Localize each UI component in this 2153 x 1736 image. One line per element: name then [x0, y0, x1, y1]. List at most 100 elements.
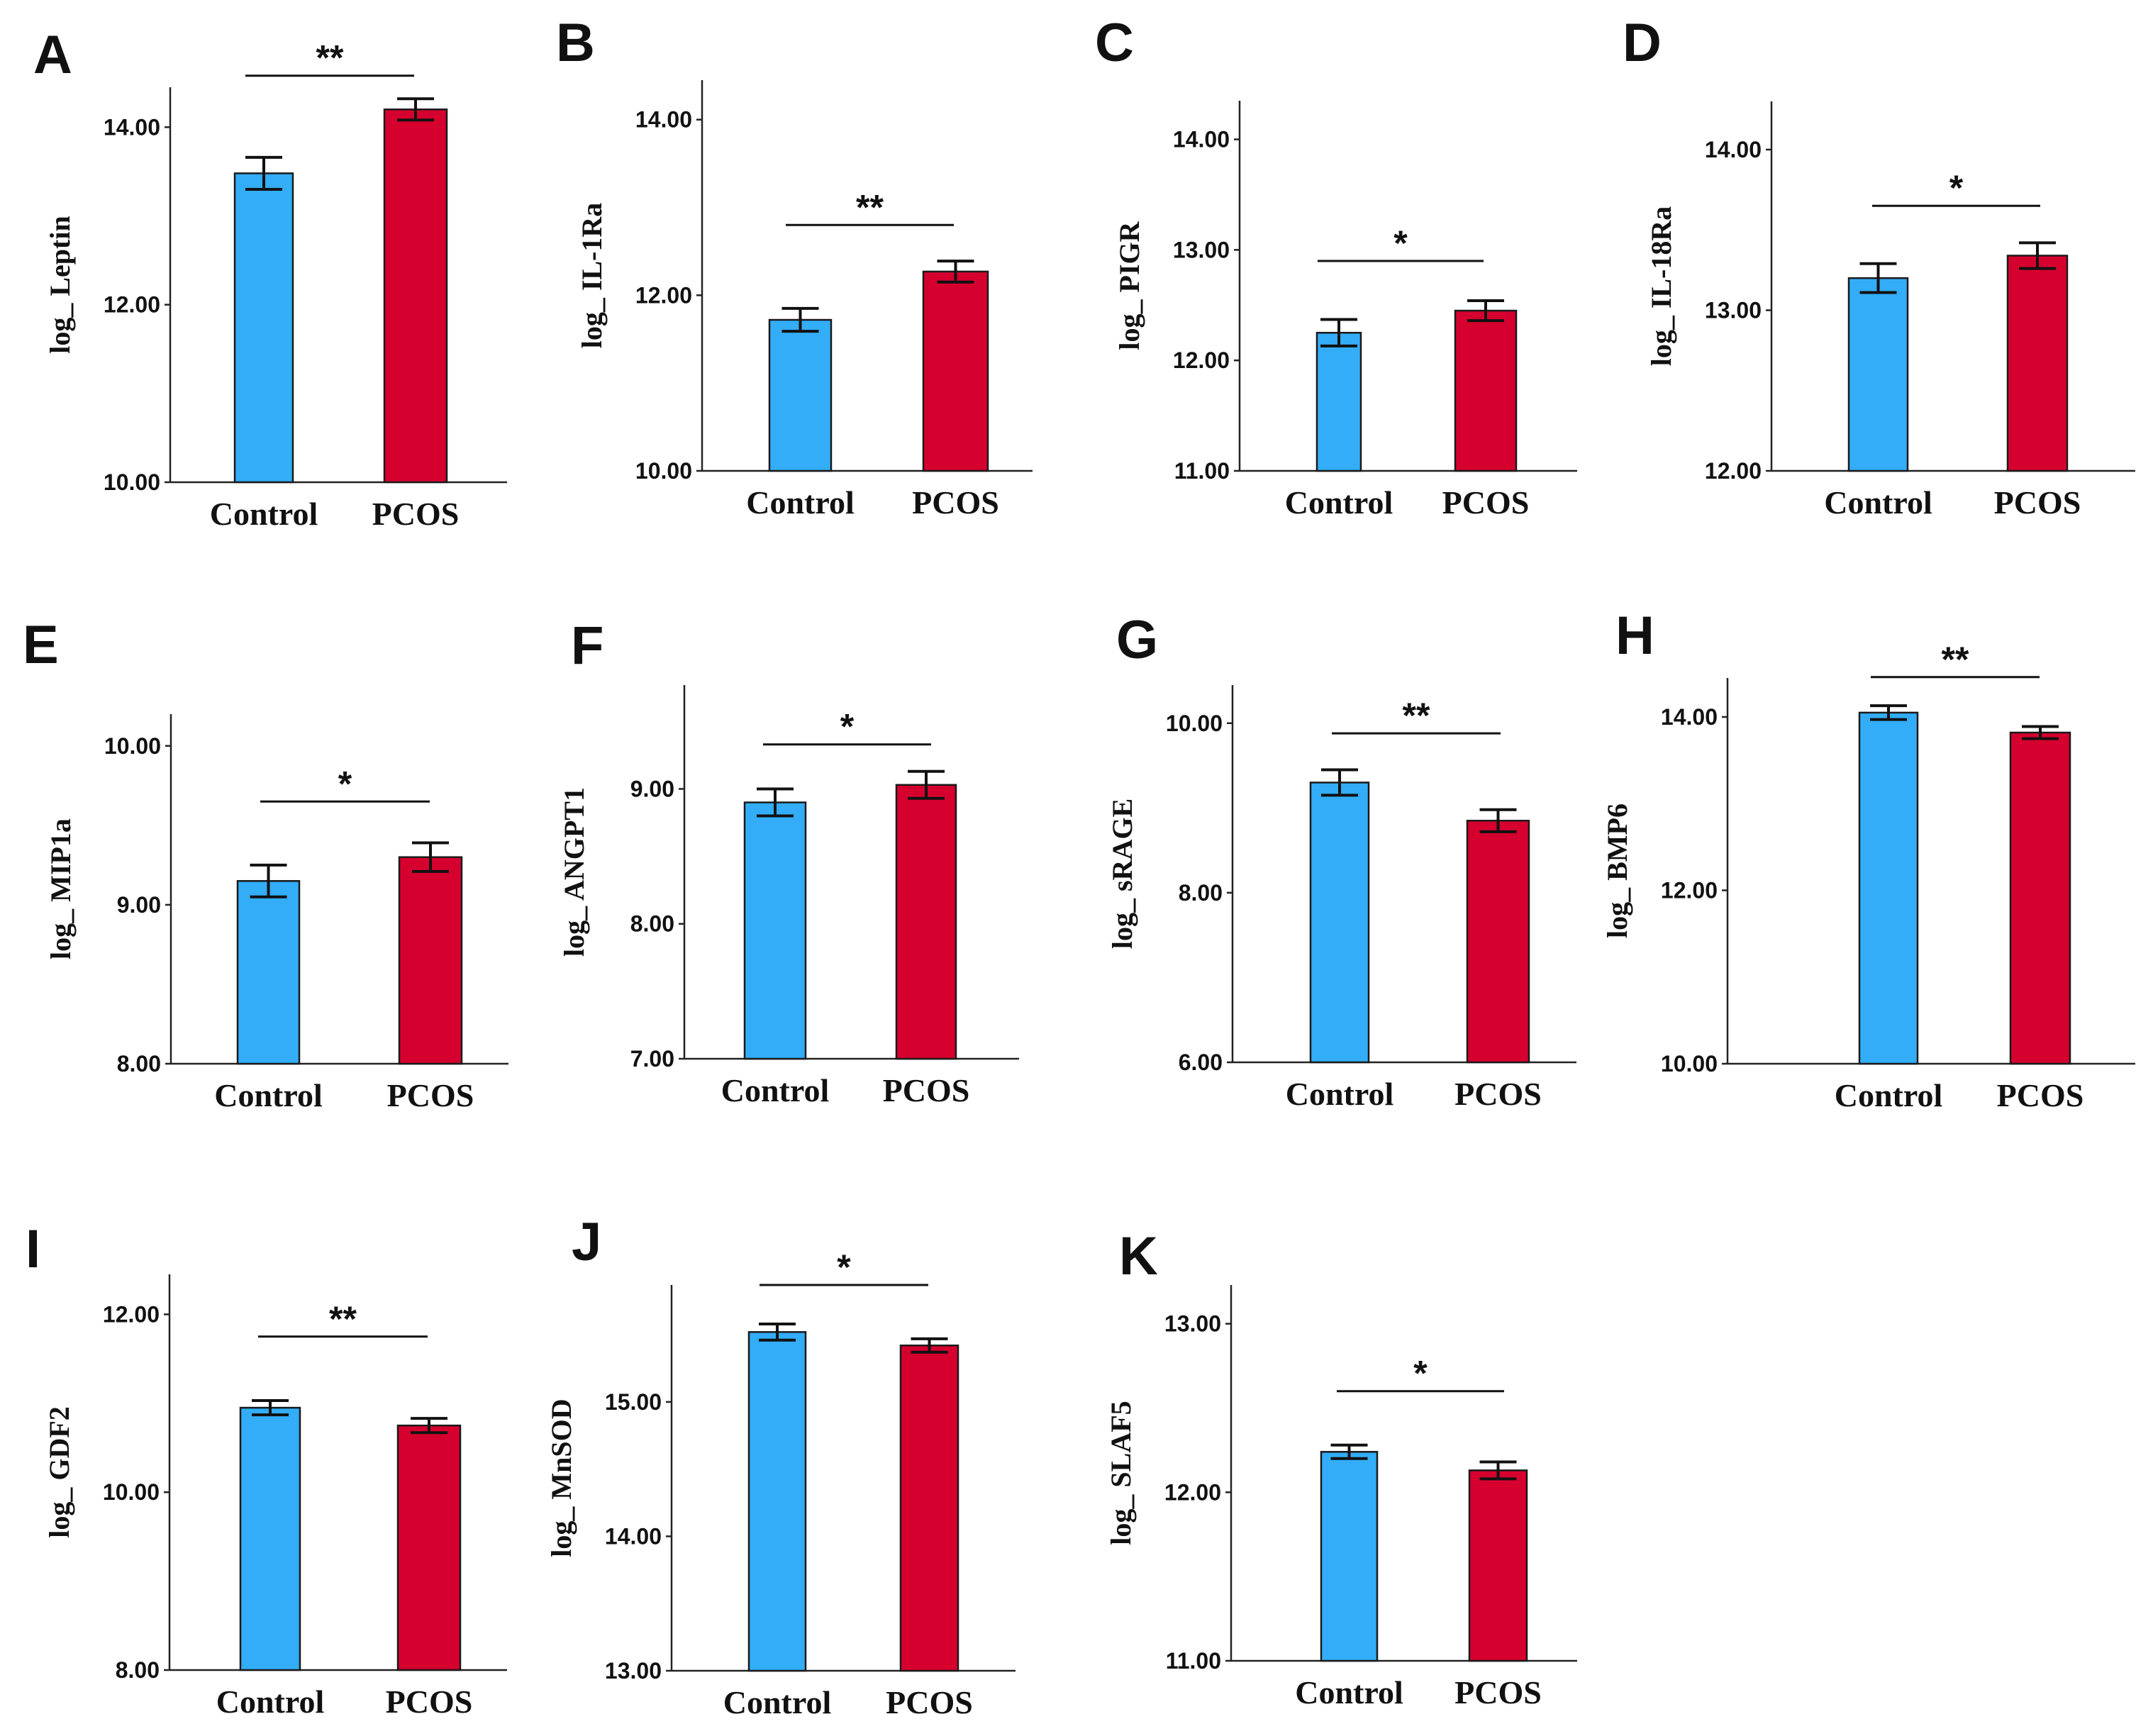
error-bar-pcos	[397, 97, 434, 122]
y-axis-label: log_ PIGR	[1113, 221, 1145, 350]
y-tick-label: 8.00	[117, 1051, 161, 1076]
bar-pcos	[2006, 255, 2069, 472]
y-tick-label: 12.00	[1164, 1479, 1221, 1505]
x-category-label-pcos: PCOS	[883, 1072, 970, 1108]
y-axis-label: log_ MIP1a	[45, 818, 77, 959]
bar-control	[1847, 277, 1909, 472]
y-tick-label: 9.00	[117, 892, 161, 918]
bar-control	[1309, 781, 1370, 1064]
y-axis-label: log_ IL-18Ra	[1645, 206, 1677, 367]
significance-marker: *	[1949, 168, 1964, 208]
panel-letter-a: A	[33, 25, 72, 85]
significance-marker: **	[316, 38, 344, 78]
y-axis-label: log_ BMP6	[1601, 803, 1633, 938]
significance-marker: *	[837, 1247, 851, 1287]
panel-letter-h: H	[1615, 606, 1654, 666]
y-axis-label: log_ GDF2	[43, 1406, 75, 1538]
x-category-label-pcos: PCOS	[1997, 1077, 2084, 1113]
error-bar-pcos	[2022, 725, 2059, 740]
bar-control	[233, 172, 294, 484]
bar-control	[236, 880, 301, 1065]
x-category-label-control: Control	[1835, 1077, 1943, 1113]
bar-pcos	[383, 108, 448, 484]
bar-pcos	[1466, 820, 1530, 1064]
y-tick-label: 11.00	[1166, 1648, 1221, 1674]
error-bar-control	[1859, 262, 1897, 294]
y-tick-label: 10.00	[635, 458, 692, 484]
x-category-label-pcos: PCOS	[886, 1684, 973, 1720]
panel-letter-k: K	[1119, 1226, 1158, 1286]
x-category-label-pcos: PCOS	[372, 496, 460, 532]
y-tick-label: 10.00	[104, 469, 160, 495]
bar-pcos	[1468, 1469, 1528, 1662]
panel-letter-f: F	[571, 616, 603, 676]
error-bar-control	[1870, 704, 1907, 721]
bar-pcos	[1454, 309, 1518, 472]
y-tick-label: 10.00	[1166, 711, 1223, 736]
y-tick-label: 12.00	[635, 282, 692, 308]
error-bar-pcos	[908, 769, 945, 800]
y-tick-label: 10.00	[1661, 1051, 1718, 1076]
x-category-label-control: Control	[210, 496, 318, 532]
y-tick-label: 14.00	[635, 107, 692, 133]
significance-marker: *	[840, 707, 855, 747]
x-category-label-control: Control	[214, 1077, 323, 1113]
panel-letter-e: E	[23, 615, 59, 675]
significance-marker: *	[1413, 1354, 1428, 1393]
significance-marker: *	[1393, 223, 1408, 263]
panel-letter-b: B	[556, 13, 595, 73]
bar-control	[1315, 331, 1362, 472]
y-tick-label: 13.00	[1164, 1311, 1221, 1337]
y-tick-label: 12.00	[1173, 347, 1230, 373]
y-axis-label: log_ MnSOD	[545, 1398, 577, 1557]
bar-control	[1320, 1451, 1379, 1662]
y-tick-label: 15.00	[605, 1389, 662, 1415]
y-tick-label: 8.00	[630, 911, 674, 937]
y-tick-label: 8.00	[1179, 880, 1223, 906]
error-bar-control	[757, 787, 794, 818]
x-category-label-control: Control	[1824, 484, 1932, 521]
y-tick-label: 7.00	[630, 1046, 674, 1072]
x-category-label-pcos: PCOS	[386, 1684, 473, 1720]
panel-letter-j: J	[572, 1212, 601, 1272]
bar-pcos	[2009, 731, 2071, 1065]
error-bar-pcos	[412, 841, 449, 873]
x-category-label-pcos: PCOS	[1994, 484, 2081, 521]
bar-control	[768, 318, 833, 472]
x-category-label-control: Control	[1285, 484, 1393, 521]
y-tick-label: 13.00	[1173, 237, 1230, 262]
y-tick-label: 12.00	[1661, 878, 1718, 903]
bar-pcos	[899, 1345, 959, 1672]
x-category-label-control: Control	[721, 1072, 830, 1108]
x-category-label-pcos: PCOS	[912, 484, 999, 521]
error-bar-pcos	[1479, 1460, 1517, 1481]
y-tick-label: 14.00	[104, 114, 160, 140]
panel-letter-g: G	[1116, 610, 1158, 670]
y-tick-label: 14.00	[1661, 704, 1718, 730]
error-bar-pcos	[911, 1337, 948, 1354]
x-category-label-pcos: PCOS	[1454, 1674, 1542, 1710]
y-tick-label: 12.00	[1705, 458, 1762, 484]
y-tick-label: 10.00	[104, 733, 161, 759]
significance-marker: **	[1403, 696, 1430, 735]
error-bar-pcos	[1467, 299, 1504, 323]
y-axis-label: log_ SLAF5	[1105, 1401, 1137, 1545]
error-bar-control	[252, 1399, 289, 1417]
error-bar-pcos	[937, 260, 974, 284]
bar-control	[1858, 711, 1919, 1065]
y-axis-label: log_ IL-1Ra	[576, 203, 608, 349]
y-tick-label: 14.00	[1173, 127, 1230, 152]
error-bar-control	[759, 1322, 796, 1342]
bar-control	[747, 1331, 807, 1672]
x-category-label-pcos: PCOS	[387, 1077, 474, 1113]
y-tick-label: 11.00	[1174, 458, 1230, 484]
